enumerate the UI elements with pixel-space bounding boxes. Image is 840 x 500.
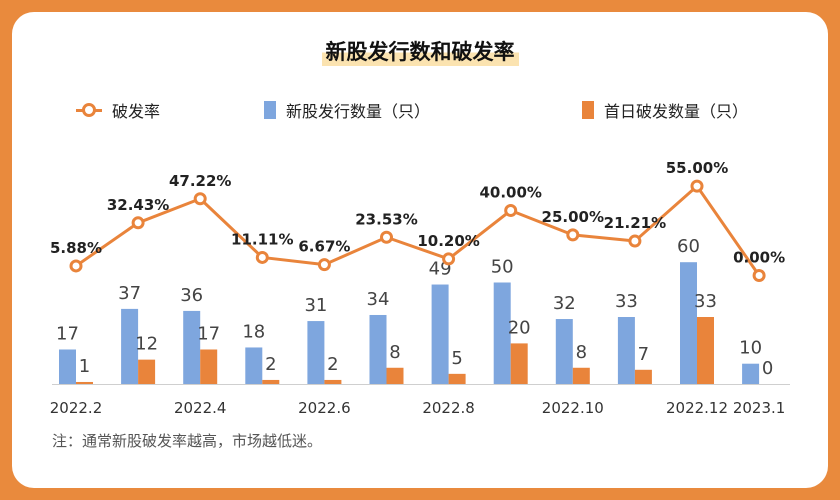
data-label-ipo-count: 36 (180, 285, 203, 306)
blue-square-icon (264, 101, 276, 119)
breakrate-label: 0.00% (733, 249, 785, 267)
breakrate-point (317, 258, 331, 272)
breakrate-label: 23.53% (355, 210, 417, 228)
x-tick-label: 2022.4 (174, 399, 227, 417)
breakrate-point (628, 234, 642, 248)
footnote: 注：通常新股破发率越高，市场越低迷。 (52, 432, 323, 450)
legend-item-break-count: 首日破发数量（只） (582, 98, 748, 122)
breakrate-point (69, 259, 83, 273)
bar-ipo-count (307, 321, 325, 384)
data-label-break-count: 33 (694, 291, 717, 312)
bar-ipo-count (431, 284, 449, 384)
legend-label-breakrate: 破发率 (112, 102, 161, 121)
bar-ipo-count (555, 319, 573, 384)
breakrate-point (690, 179, 704, 193)
bar-break-count (138, 359, 156, 384)
breakrate-point (442, 252, 456, 266)
legend-label-ipo-count: 新股发行数量（只） (286, 102, 431, 121)
data-label-ipo-count: 17 (56, 323, 79, 344)
bar-ipo-count (121, 308, 139, 384)
title-wrap: 新股发行数和破发率 (0, 36, 840, 66)
data-label-break-count: 17 (197, 323, 220, 344)
bar-break-count (448, 373, 466, 384)
bar-break-count (634, 369, 652, 384)
breakrate-label: 11.11% (231, 230, 293, 248)
breakrate-label: 5.88% (50, 239, 102, 257)
bar-break-count (262, 379, 280, 384)
data-label-break-count: 2 (265, 354, 276, 375)
breakrate-label: 32.43% (107, 196, 169, 214)
x-tick-label: 2022.2 (50, 399, 103, 417)
x-tick-label: 2022.10 (542, 399, 604, 417)
data-label-ipo-count: 60 (677, 236, 700, 257)
breakrate-point (566, 228, 580, 242)
bar-break-count (572, 367, 590, 384)
breakrate-point (380, 230, 393, 244)
orange-square-icon (582, 101, 594, 119)
breakrate-point (504, 204, 518, 217)
data-label-ipo-count: 37 (118, 283, 141, 304)
line-marker-icon (76, 103, 102, 117)
data-label-break-count: 5 (451, 348, 462, 369)
bar-ipo-count (493, 282, 511, 384)
breakrate-point (193, 192, 207, 206)
legend: 破发率 新股发行数量（只） 首日破发数量（只） (0, 98, 840, 124)
data-label-ipo-count: 32 (553, 293, 576, 314)
chart-title: 新股发行数和破发率 (321, 36, 519, 66)
breakrate-label: 21.21% (604, 214, 666, 232)
data-label-ipo-count: 31 (304, 295, 327, 316)
bar-ipo-count (617, 317, 635, 384)
breakrate-point (752, 269, 766, 282)
data-label-break-count: 8 (389, 342, 400, 363)
x-tick-label: 2022.8 (422, 399, 475, 417)
data-label-break-count: 12 (135, 334, 158, 355)
data-label-break-count: 0 (762, 358, 773, 379)
breakrate-label: 10.20% (417, 232, 479, 250)
data-label-break-count: 7 (638, 344, 649, 365)
bar-break-count (697, 317, 714, 384)
data-label-ipo-count: 34 (367, 289, 390, 310)
data-label-break-count: 2 (327, 354, 338, 375)
bar-ipo-count (183, 310, 201, 384)
breakrate-line (75, 184, 761, 277)
breakrate-point (131, 216, 145, 230)
breakrate-label: 55.00% (666, 159, 728, 177)
bar-break-count (200, 349, 218, 384)
bar-ipo-count (245, 347, 263, 384)
data-label-ipo-count: 10 (739, 338, 762, 359)
data-label-ipo-count: 50 (491, 257, 514, 278)
breakrate-point (255, 250, 269, 264)
bar-ipo-count (742, 363, 760, 384)
legend-label-break-count: 首日破发数量（只） (604, 102, 749, 121)
bar-ipo-count (680, 262, 697, 384)
bar-ipo-count (59, 349, 76, 384)
bar-break-count (386, 367, 404, 384)
breakrate-label: 40.00% (479, 184, 541, 202)
x-tick-label: 2023.1 (733, 399, 786, 417)
bar-break-count (510, 343, 528, 384)
legend-item-breakrate: 破发率 (76, 98, 160, 122)
data-label-break-count: 8 (576, 342, 587, 363)
legend-item-ipo-count: 新股发行数量（只） (264, 98, 430, 122)
bar-ipo-count (369, 314, 387, 384)
breakrate-label: 25.00% (542, 208, 604, 226)
data-label-ipo-count: 33 (615, 291, 638, 312)
x-tick-label: 2022.12 (666, 399, 728, 417)
data-label-break-count: 20 (508, 317, 531, 338)
bar-break-count (76, 381, 93, 384)
x-tick-label: 2022.6 (298, 399, 351, 417)
breakrate-label: 6.67% (298, 238, 350, 256)
data-label-break-count: 1 (79, 356, 90, 377)
breakrate-label: 47.22% (169, 172, 231, 190)
bar-break-count (324, 379, 342, 384)
data-label-ipo-count: 18 (242, 321, 265, 342)
